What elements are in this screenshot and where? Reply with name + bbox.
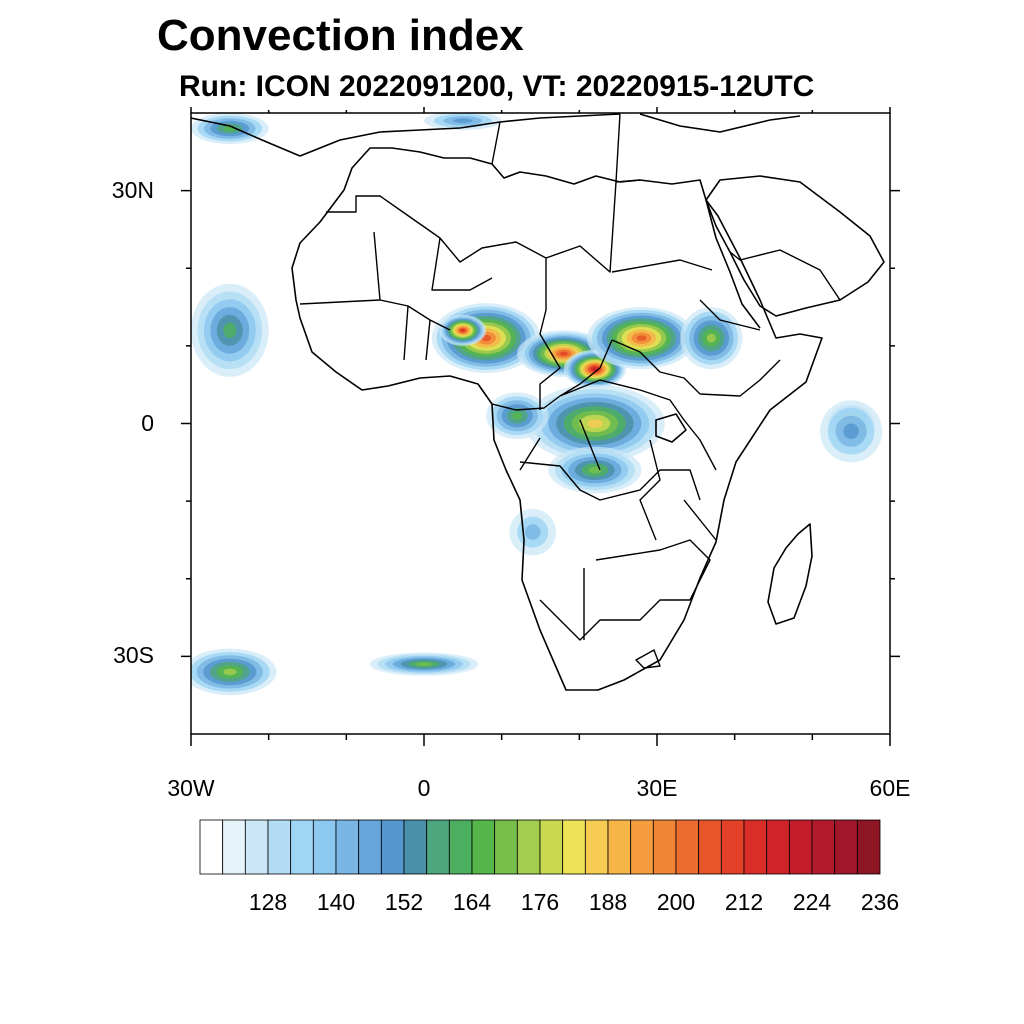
- colorbar-box: [267, 819, 292, 875]
- colorbar-box: [312, 819, 337, 875]
- cell-congo: [524, 384, 665, 463]
- colorbar-box: [698, 819, 722, 875]
- colorbar-box: [652, 819, 677, 875]
- colorbar-label: 236: [860, 889, 900, 915]
- colorbar-box: [380, 819, 405, 875]
- cell-sahel-west: [431, 303, 541, 374]
- cell-contour: [843, 423, 859, 440]
- colorbar-box: [856, 819, 881, 875]
- cell-contour: [587, 419, 603, 428]
- cell-south-atlantic-band: [369, 652, 479, 676]
- cell-mediterranean: [424, 113, 502, 131]
- cell-contour: [592, 367, 598, 371]
- cell-contour: [223, 668, 237, 676]
- colorbar-box: [607, 819, 632, 875]
- cell-contour: [223, 322, 237, 339]
- cell-sw-atlantic: [191, 648, 277, 696]
- coastlines-and-borders: [191, 113, 885, 691]
- colorbar-label: 200: [656, 889, 696, 915]
- colorbar-box: [335, 819, 360, 875]
- cell-contour: [559, 351, 568, 356]
- colorbar-box: [630, 819, 654, 875]
- cell-indian-ocean-halo: [820, 400, 883, 463]
- colorbar-label: 164: [452, 889, 492, 915]
- europe-coastline: [191, 113, 801, 157]
- cell-contour: [460, 329, 465, 332]
- colorbar-box: [426, 819, 450, 875]
- colorbar-box: [834, 819, 858, 875]
- cell-south-sudan: [587, 307, 696, 370]
- colorbar-box: [448, 819, 473, 875]
- colorbar-box: [516, 819, 541, 875]
- chart-title: Convection index: [157, 11, 524, 60]
- chart-subtitle: Run: ICON 2022091200, VT: 20220915-12UTC: [179, 70, 815, 103]
- colorbar-label: 128: [248, 889, 288, 915]
- colorbar-box: [471, 819, 496, 875]
- lake-victoria: [655, 413, 687, 443]
- colorbar-box: [358, 819, 382, 875]
- cell-ethiopia: [680, 307, 743, 370]
- cell-nigeria-north: [439, 314, 487, 346]
- colorbar-box: [403, 819, 428, 875]
- lon-label: 30W: [167, 775, 215, 801]
- colorbar-box: [743, 819, 768, 875]
- colorbar-label: 212: [724, 889, 764, 915]
- madagascar-coastline: [767, 523, 813, 625]
- colorbar-box: [675, 819, 700, 875]
- cell-contour: [588, 466, 602, 474]
- lon-label: 60E: [869, 775, 911, 801]
- country-borders: [299, 113, 841, 669]
- colorbar-label: 188: [588, 889, 628, 915]
- cell-contour: [416, 662, 432, 666]
- red-sea-coast: [705, 199, 761, 329]
- colorbar-box: [720, 819, 745, 875]
- arabia-coastline: [705, 175, 885, 317]
- colorbar-box: [766, 819, 790, 875]
- cell-contour: [453, 118, 473, 124]
- lat-label: 30N: [111, 176, 154, 203]
- cell-contour: [636, 335, 647, 341]
- colorbar-box: [584, 819, 609, 875]
- colorbar-label: 140: [316, 889, 356, 915]
- colorbar-box: [562, 819, 586, 875]
- cell-atlantic-cv-halo: [191, 283, 269, 377]
- lon-label: 30E: [636, 775, 678, 801]
- colorbar-box: [199, 819, 224, 875]
- cell-contour: [512, 411, 523, 420]
- lat-label: 30S: [113, 642, 154, 669]
- cell-north-atlantic: [191, 113, 269, 145]
- colorbar-box: [811, 819, 836, 875]
- cell-angola: [509, 508, 557, 556]
- colorbar-box: [244, 819, 269, 875]
- colorbar-label: 152: [384, 889, 424, 915]
- colorbar: [199, 819, 881, 875]
- colorbar-label: 176: [520, 889, 560, 915]
- colorbar-box: [290, 819, 314, 875]
- cell-contour: [524, 524, 541, 540]
- lat-label: 0: [141, 409, 154, 436]
- axis-ticks: [181, 107, 900, 746]
- cell-contour: [706, 333, 716, 343]
- colorbar-box: [222, 819, 246, 875]
- cell-gabon: [486, 392, 549, 440]
- cell-drc-south: [548, 446, 642, 494]
- convection-field: [191, 113, 883, 696]
- colorbar-box: [788, 819, 813, 875]
- colorbar-label: 224: [792, 889, 832, 915]
- lon-label: 0: [417, 775, 431, 801]
- colorbar-box: [539, 819, 564, 875]
- colorbar-box: [494, 819, 518, 875]
